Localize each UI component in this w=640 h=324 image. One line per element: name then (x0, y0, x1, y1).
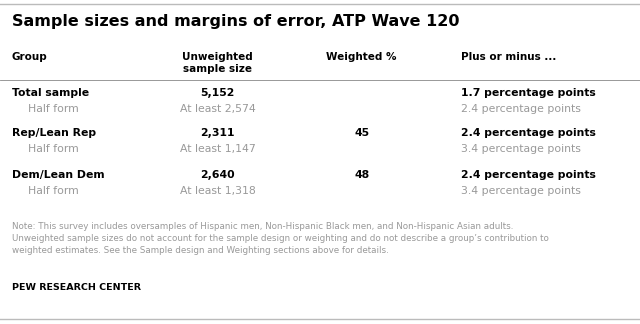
Text: Group: Group (12, 52, 47, 62)
Text: At least 1,147: At least 1,147 (180, 144, 255, 154)
Text: Sample sizes and margins of error, ATP Wave 120: Sample sizes and margins of error, ATP W… (12, 14, 459, 29)
Text: Half form: Half form (28, 104, 78, 114)
Text: Half form: Half form (28, 144, 78, 154)
Text: At least 2,574: At least 2,574 (180, 104, 255, 114)
Text: Half form: Half form (28, 186, 78, 196)
Text: 48: 48 (354, 170, 369, 180)
Text: 2.4 percentage points: 2.4 percentage points (461, 170, 596, 180)
Text: 2,640: 2,640 (200, 170, 235, 180)
Text: 2,311: 2,311 (200, 128, 235, 138)
Text: Rep/Lean Rep: Rep/Lean Rep (12, 128, 95, 138)
Text: 3.4 percentage points: 3.4 percentage points (461, 186, 580, 196)
Text: Unweighted
sample size: Unweighted sample size (182, 52, 253, 74)
Text: 5,152: 5,152 (200, 88, 235, 98)
Text: PEW RESEARCH CENTER: PEW RESEARCH CENTER (12, 283, 141, 292)
Text: Total sample: Total sample (12, 88, 89, 98)
Text: Plus or minus ...: Plus or minus ... (461, 52, 556, 62)
Text: 2.4 percentage points: 2.4 percentage points (461, 104, 580, 114)
Text: 3.4 percentage points: 3.4 percentage points (461, 144, 580, 154)
Text: 1.7 percentage points: 1.7 percentage points (461, 88, 596, 98)
Text: Dem/Lean Dem: Dem/Lean Dem (12, 170, 104, 180)
Text: Weighted %: Weighted % (326, 52, 397, 62)
Text: 2.4 percentage points: 2.4 percentage points (461, 128, 596, 138)
Text: 45: 45 (354, 128, 369, 138)
Text: Note: This survey includes oversamples of Hispanic men, Non-Hispanic Black men, : Note: This survey includes oversamples o… (12, 222, 548, 255)
Text: At least 1,318: At least 1,318 (180, 186, 255, 196)
